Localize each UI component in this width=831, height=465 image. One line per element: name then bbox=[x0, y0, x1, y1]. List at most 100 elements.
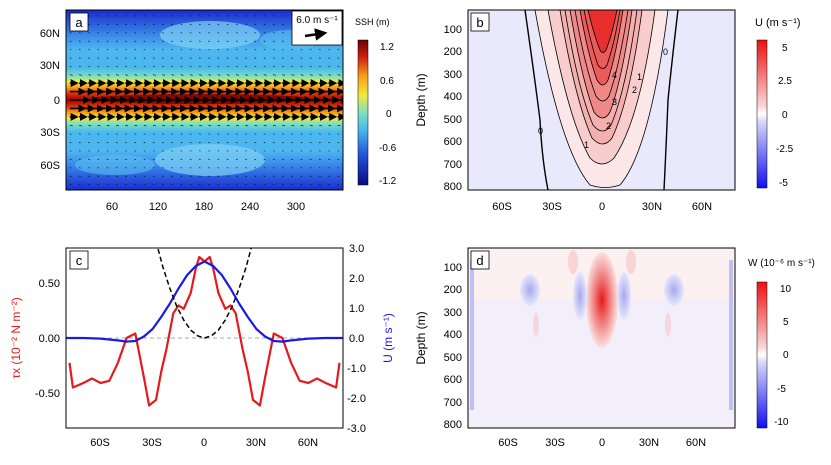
velocity-vector bbox=[337, 175, 340, 177]
x-tick: 0 bbox=[599, 437, 605, 449]
velocity-vector bbox=[199, 150, 201, 152]
velocity-vector bbox=[217, 15, 220, 17]
contour-label: 1 bbox=[584, 140, 589, 150]
velocity-vector bbox=[134, 57, 137, 59]
velocity-vector bbox=[226, 150, 229, 152]
velocity-vector bbox=[272, 57, 275, 59]
velocity-vector bbox=[180, 74, 184, 76]
velocity-vector bbox=[208, 167, 210, 169]
velocity-vector bbox=[319, 57, 321, 59]
velocity-vector bbox=[78, 65, 81, 68]
velocity-vector bbox=[328, 125, 332, 127]
velocity-vector bbox=[189, 158, 192, 160]
velocity-vector bbox=[337, 167, 340, 169]
velocity-vector bbox=[199, 184, 201, 186]
velocity-vector bbox=[97, 32, 100, 34]
panel-label-a: a bbox=[75, 15, 83, 30]
velocity-vector bbox=[254, 74, 258, 76]
velocity-vector bbox=[337, 158, 340, 160]
velocity-vector bbox=[171, 167, 174, 169]
velocity-vector bbox=[171, 57, 174, 59]
velocity-vector bbox=[134, 23, 137, 25]
velocity-vector bbox=[337, 65, 340, 68]
velocity-vector bbox=[291, 57, 294, 59]
velocity-vector bbox=[106, 65, 109, 68]
velocity-vector bbox=[69, 74, 73, 76]
x-tick: 0 bbox=[599, 201, 605, 213]
velocity-vector bbox=[272, 141, 275, 144]
panel-label-d: d bbox=[476, 253, 483, 268]
velocity-vector bbox=[125, 175, 127, 177]
velocity-vector bbox=[245, 158, 247, 160]
velocity-vector bbox=[226, 32, 229, 34]
velocity-vector bbox=[235, 184, 238, 186]
panel-a: 6.0 m s⁻¹ a 60N 30N 0 30S 60S 60 120 180… bbox=[40, 9, 397, 213]
velocity-vector bbox=[88, 141, 90, 144]
velocity-vector bbox=[245, 40, 247, 42]
y-ticks-b: 100 200 300 400 500 600 700 800 bbox=[444, 24, 462, 193]
velocity-vector bbox=[106, 150, 109, 152]
velocity-vector bbox=[125, 74, 129, 76]
velocity-vector bbox=[291, 175, 294, 177]
velocity-vector bbox=[199, 32, 201, 34]
velocity-vector bbox=[78, 40, 81, 42]
velocity-vector bbox=[263, 49, 266, 51]
velocity-vector bbox=[152, 133, 155, 135]
velocity-vector bbox=[115, 49, 118, 51]
velocity-vector bbox=[208, 74, 212, 76]
velocity-vector bbox=[208, 15, 210, 17]
velocity-vector bbox=[217, 32, 220, 34]
velocity-vector bbox=[106, 133, 109, 135]
velocity-vector bbox=[217, 158, 220, 160]
contour-label: 0 bbox=[538, 126, 543, 136]
velocity-vector bbox=[235, 49, 238, 51]
velocity-vector bbox=[125, 184, 127, 186]
velocity-vector bbox=[78, 158, 81, 160]
velocity-vector bbox=[69, 175, 72, 177]
series-U bbox=[66, 260, 343, 343]
velocity-vector bbox=[78, 133, 81, 135]
velocity-vector bbox=[254, 175, 257, 177]
velocity-vector bbox=[263, 167, 266, 169]
velocity-vector bbox=[291, 150, 294, 152]
velocity-vector bbox=[180, 49, 183, 51]
velocity-vector bbox=[282, 150, 284, 152]
y-tick: 400 bbox=[444, 329, 462, 341]
velocity-vector bbox=[189, 32, 192, 34]
velocity-vectors bbox=[69, 15, 343, 186]
velocity-vector bbox=[78, 167, 81, 169]
velocity-vector bbox=[106, 158, 109, 160]
velocity-vector bbox=[189, 74, 193, 76]
velocity-vector bbox=[263, 150, 266, 152]
velocity-vector bbox=[171, 125, 175, 127]
velocity-vector bbox=[309, 184, 312, 186]
velocity-vector bbox=[78, 57, 81, 59]
velocity-vector bbox=[180, 167, 183, 169]
colorbar-ticks-a: 1.2 0.6 0 -0.6 -1.2 bbox=[379, 42, 397, 187]
cbar-tick: -0.6 bbox=[379, 143, 397, 154]
velocity-vector bbox=[171, 32, 174, 34]
velocity-vector bbox=[245, 65, 248, 68]
velocity-vector bbox=[143, 57, 146, 59]
velocity-vector bbox=[254, 15, 257, 17]
velocity-vector bbox=[125, 65, 128, 68]
vector-key-label: 6.0 m s⁻¹ bbox=[296, 15, 338, 26]
velocity-vector bbox=[143, 125, 147, 127]
x-tick: 30N bbox=[639, 437, 659, 449]
velocity-vector bbox=[254, 23, 257, 25]
colorbar-label-b: U (m s⁻¹) bbox=[755, 17, 801, 29]
velocity-vector bbox=[97, 167, 100, 169]
y-axis-label-d: Depth (m) bbox=[414, 311, 428, 364]
velocity-vector bbox=[180, 40, 183, 42]
velocity-vector bbox=[97, 40, 100, 42]
velocity-vector bbox=[162, 167, 164, 169]
velocity-vector bbox=[226, 23, 229, 25]
velocity-vector bbox=[300, 150, 303, 152]
velocity-vector bbox=[143, 150, 146, 152]
velocity-vector bbox=[152, 141, 155, 144]
velocity-vector bbox=[263, 23, 266, 25]
y-tick: 0 bbox=[54, 95, 60, 107]
velocity-vector bbox=[152, 74, 156, 76]
velocity-vector bbox=[235, 65, 238, 68]
velocity-vector bbox=[97, 49, 100, 51]
